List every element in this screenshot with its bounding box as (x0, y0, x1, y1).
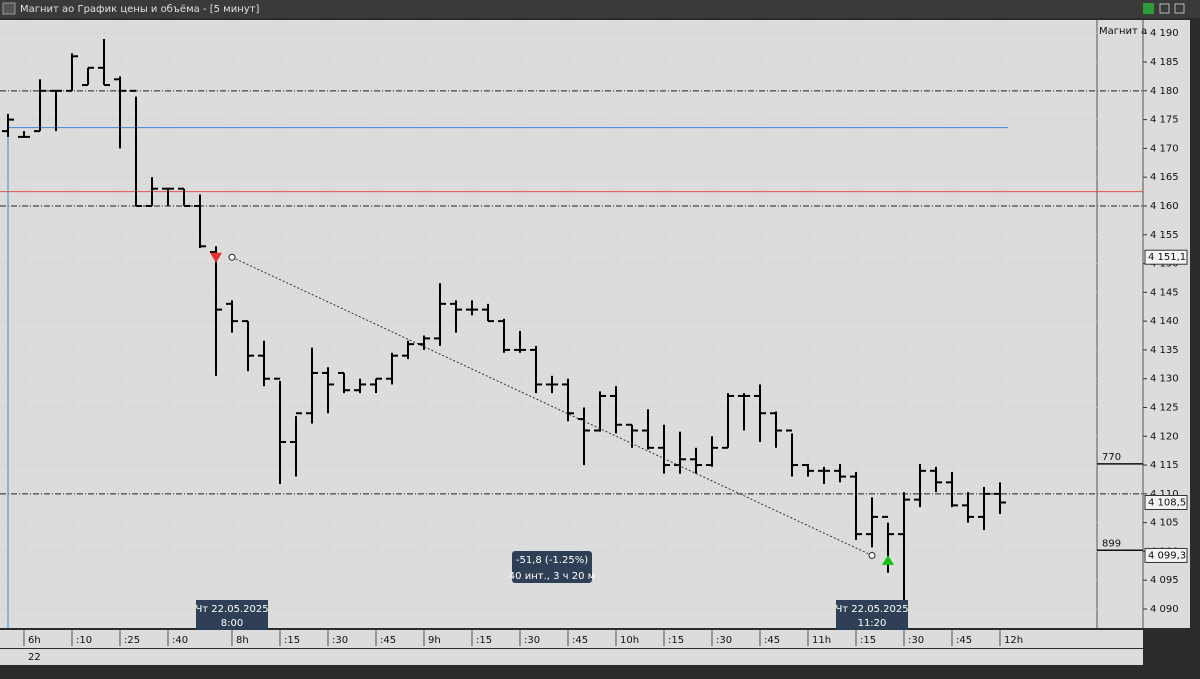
price-tag-label: 4 108,5 (1148, 497, 1186, 508)
x-tick-label: 12h (1004, 635, 1023, 646)
x-tick-label: 6h (28, 635, 41, 646)
y-tick-label: 4 140 (1150, 316, 1179, 327)
link-icon[interactable] (1143, 3, 1154, 14)
x-tick-label: :10 (76, 635, 92, 646)
measure-start (228, 253, 236, 261)
maximize-button[interactable] (1174, 3, 1185, 14)
y-tick-label: 4 095 (1150, 575, 1179, 586)
price-tag (1144, 494, 1188, 510)
y-tick-label: 4 145 (1150, 287, 1179, 298)
x-tick-label: :40 (172, 635, 188, 646)
y-tick-label: 4 090 (1150, 604, 1179, 615)
x-tick-label: :45 (572, 635, 588, 646)
measure-duration: 40 инт., 3 ч 20 м (509, 571, 595, 582)
x-tick-label: :15 (668, 635, 684, 646)
y-tick-label: 4 155 (1150, 230, 1179, 241)
x-tick-label: :45 (380, 635, 396, 646)
x-tick-label: :30 (332, 635, 348, 646)
x-tick-label: :15 (284, 635, 300, 646)
x-tick-label: :30 (716, 635, 732, 646)
date-tag-date: Чт 22.05.2025 (835, 604, 908, 615)
x-tick-label: :45 (956, 635, 972, 646)
date-tag (836, 600, 908, 630)
date-tag (196, 600, 268, 630)
series-name: Магнит а (1099, 26, 1147, 37)
x-tick-label: :30 (908, 635, 924, 646)
signal-marker (882, 555, 894, 566)
measure-line (231, 256, 873, 556)
y-tick-label: 4 105 (1150, 518, 1179, 529)
price-tag-label: 4 099,3 (1148, 550, 1186, 561)
volume-label: 899 (1102, 538, 1121, 549)
y-tick-label: 4 110 (1150, 489, 1179, 500)
y-tick-label: 4 165 (1150, 172, 1179, 183)
x-tick-label: 8h (236, 635, 249, 646)
date-tag-time: 11:20 (858, 618, 887, 629)
y-tick-label: 4 135 (1150, 345, 1179, 356)
y-tick-label: 4 170 (1150, 143, 1179, 154)
price-tag (1144, 249, 1188, 265)
measure-end (868, 551, 876, 559)
date-axis (0, 649, 1143, 665)
date-label: 22 (28, 652, 41, 663)
volume-label: 770 (1102, 452, 1121, 463)
measure-box (512, 551, 592, 583)
price-tag-label: 4 151,1 (1148, 252, 1186, 263)
date-tag-time: 8:00 (221, 618, 243, 629)
x-tick-label: :45 (764, 635, 780, 646)
y-tick-label: 4 185 (1150, 57, 1179, 68)
y-tick-label: 4 190 (1150, 28, 1179, 39)
window-title: Магнит ао График цены и объёма - [5 мину… (20, 4, 259, 15)
title-bar (0, 0, 1200, 18)
x-tick-label: :25 (124, 635, 140, 646)
x-tick-label: 9h (428, 635, 441, 646)
date-tag-date: Чт 22.05.2025 (195, 604, 268, 615)
y-tick-label: 4 120 (1150, 431, 1179, 442)
x-tick-label: :30 (524, 635, 540, 646)
x-tick-label: 10h (620, 635, 639, 646)
signal-marker (210, 252, 222, 263)
x-tick-label: 11h (812, 635, 831, 646)
y-tick-label: 4 160 (1150, 201, 1179, 212)
y-tick-label: 4 130 (1150, 374, 1179, 385)
y-tick-label: 4 115 (1150, 460, 1179, 471)
minimize-button[interactable] (1159, 3, 1170, 14)
time-axis (0, 630, 1143, 648)
measure-change: -51,8 (-1.25%) (516, 555, 588, 566)
x-tick-label: :15 (476, 635, 492, 646)
price-tag (1144, 547, 1188, 563)
plot-background (0, 20, 1190, 628)
y-tick-label: 4 180 (1150, 86, 1179, 97)
app-icon (2, 2, 16, 15)
x-tick-label: :15 (860, 635, 876, 646)
y-tick-label: 4 125 (1150, 402, 1179, 413)
y-tick-label: 4 175 (1150, 115, 1179, 126)
